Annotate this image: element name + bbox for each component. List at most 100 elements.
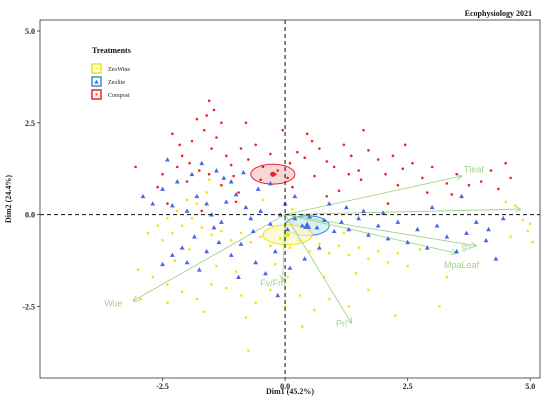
point-zeolite xyxy=(444,234,450,239)
point-zeolite xyxy=(248,215,254,221)
point-zeowine xyxy=(509,235,512,238)
point-zeowine xyxy=(327,251,331,255)
mean-zeolite xyxy=(303,221,312,229)
point-compost xyxy=(269,152,272,156)
point-compost xyxy=(239,147,243,150)
loading-labels: Tleaf gs MpaLeaf Fv/Fm Pn Wue xyxy=(104,164,484,328)
point-zeowine xyxy=(239,231,243,235)
point-zeolite xyxy=(346,226,352,232)
point-zeolite xyxy=(263,270,268,276)
point-zeolite xyxy=(275,292,281,298)
point-zeowine xyxy=(180,224,184,227)
point-compost xyxy=(325,194,329,198)
point-compost xyxy=(313,174,316,178)
point-zeolite xyxy=(150,201,156,206)
x-axis-ticks: -2.5 0.0 2.5 5.0 xyxy=(156,378,535,391)
point-zeowine xyxy=(249,240,253,244)
point-compost xyxy=(421,176,424,180)
loading-label-mpaleaf: MpaLeaf xyxy=(444,260,480,270)
point-compost xyxy=(310,139,314,143)
legend-label-zeowine: ZeoWine xyxy=(108,67,130,73)
point-zeowine xyxy=(300,325,304,328)
point-zeolite xyxy=(424,245,430,250)
point-compost xyxy=(479,180,483,183)
x-axis-title: Dim1 (45.2%) xyxy=(266,387,314,396)
point-zeowine xyxy=(526,229,530,233)
point-zeowine xyxy=(357,246,360,249)
point-zeowine xyxy=(139,297,142,301)
point-zeolite xyxy=(339,219,344,224)
point-zeowine xyxy=(327,297,331,301)
point-zeowine xyxy=(291,207,294,211)
point-zeolite xyxy=(493,256,499,261)
x-tick-label: 5.0 xyxy=(525,382,535,391)
point-zeowine xyxy=(185,198,189,202)
point-zeowine xyxy=(531,240,534,244)
point-zeolite xyxy=(285,226,290,232)
point-compost xyxy=(175,165,179,169)
loading-label-tleaf: Tleaf xyxy=(464,164,485,174)
point-zeowine xyxy=(347,253,351,257)
point-compost xyxy=(200,209,204,213)
point-zeolite xyxy=(326,201,332,206)
point-compost xyxy=(210,147,213,150)
point-zeolite xyxy=(199,160,205,166)
point-zeowine xyxy=(151,275,155,279)
point-zeowine xyxy=(418,248,422,251)
point-zeowine xyxy=(286,275,289,279)
point-compost xyxy=(202,128,206,132)
point-zeowine xyxy=(195,202,199,205)
point-zeowine xyxy=(188,248,191,251)
point-zeowine xyxy=(210,233,213,237)
point-zeolite xyxy=(204,248,210,254)
legend: Treatments ZeoWine Zeolite Compost xyxy=(91,46,131,100)
point-zeolite xyxy=(307,214,313,219)
point-zeolite xyxy=(343,204,349,210)
loading-arrow-wue xyxy=(133,214,286,301)
point-compost xyxy=(234,200,238,204)
point-compost xyxy=(303,156,307,159)
point-compost xyxy=(288,161,292,165)
point-zeolite xyxy=(196,267,202,272)
point-zeowine xyxy=(247,349,250,352)
point-zeolite xyxy=(140,193,146,199)
point-zeolite xyxy=(184,259,190,265)
point-zeowine xyxy=(224,286,228,290)
mean-zeowine xyxy=(284,232,291,238)
point-zeowine xyxy=(220,229,223,233)
point-compost xyxy=(254,143,257,147)
point-zeolite xyxy=(405,239,411,245)
point-zeolite xyxy=(317,245,322,250)
point-zeowine xyxy=(215,264,218,268)
point-zeolite xyxy=(233,192,239,197)
point-zeowine xyxy=(156,224,159,227)
point-compost xyxy=(207,172,211,176)
point-zeolite xyxy=(160,186,165,191)
point-zeolite xyxy=(192,234,197,239)
point-zeowine xyxy=(528,222,532,226)
point-zeowine xyxy=(202,310,206,314)
legend-marker-zeolite xyxy=(94,79,99,84)
point-compost xyxy=(430,165,434,169)
point-zeowine xyxy=(323,275,326,279)
legend-marker-compost xyxy=(95,93,98,96)
legend-label-zeolite: Zeolite xyxy=(108,80,125,86)
point-zeolite xyxy=(302,256,308,261)
point-zeolite xyxy=(160,261,165,267)
point-zeowine xyxy=(175,209,179,213)
point-zeolite xyxy=(292,193,298,199)
point-zeolite xyxy=(223,199,229,204)
point-zeowine xyxy=(136,268,140,271)
point-zeolite xyxy=(272,248,278,254)
point-compost xyxy=(178,143,182,147)
score-points xyxy=(134,99,534,352)
point-compost xyxy=(220,183,223,187)
point-zeowine xyxy=(376,250,380,253)
point-zeolite xyxy=(238,241,244,246)
point-zeowine xyxy=(514,204,517,207)
point-compost xyxy=(318,147,321,150)
point-zeowine xyxy=(173,259,177,262)
point-compost xyxy=(403,143,407,147)
